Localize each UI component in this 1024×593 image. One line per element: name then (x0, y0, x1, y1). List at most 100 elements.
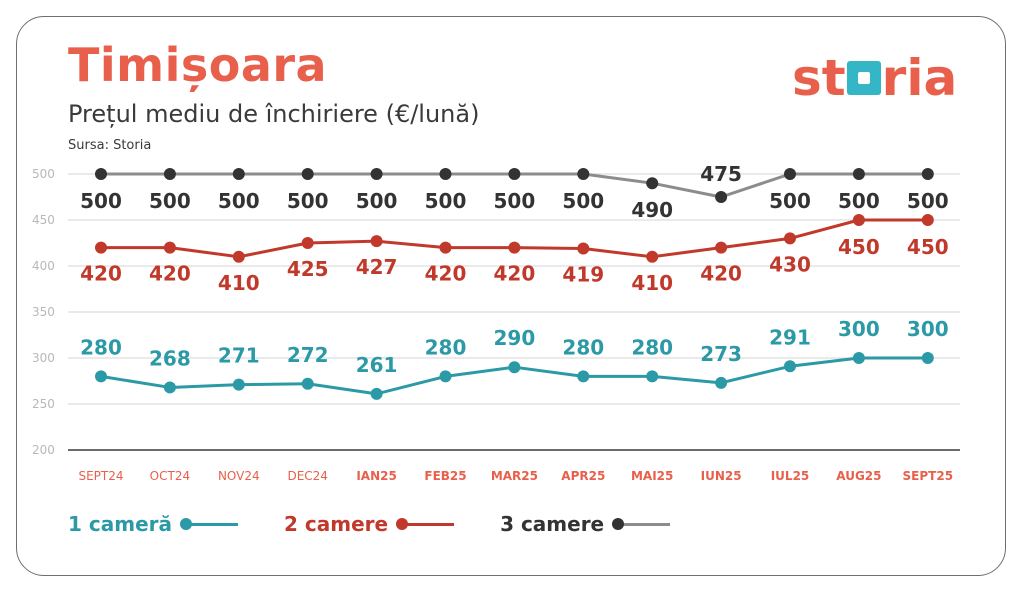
legend-label: 3 camere (500, 512, 605, 536)
data-point (784, 232, 796, 245)
data-point (852, 168, 865, 180)
chart-card (16, 16, 1006, 576)
data-point (508, 361, 521, 374)
legend-marker (396, 515, 455, 533)
chart-subtitle: Prețul mediu de închiriere (€/lună) (68, 100, 480, 128)
data-label: 475 (700, 162, 742, 186)
data-point (232, 378, 245, 391)
x-tick-label: MAI25 (631, 469, 673, 483)
y-tick-label: 200 (32, 443, 55, 457)
data-label: 500 (287, 189, 329, 213)
data-point (163, 168, 176, 180)
logo-square-icon (846, 61, 881, 95)
y-tick-label: 450 (32, 213, 55, 227)
data-label: 420 (149, 262, 191, 286)
data-point (232, 168, 245, 180)
data-label: 420 (80, 262, 122, 286)
x-tick-label: AUG25 (836, 469, 881, 483)
data-point (784, 360, 796, 373)
legend: 1 cameră 2 camere 3 camere (68, 512, 716, 536)
x-tick-label: FEB25 (424, 469, 466, 483)
data-point (232, 250, 245, 263)
data-point (508, 168, 521, 180)
data-point (921, 352, 934, 364)
data-label: 419 (562, 263, 604, 287)
data-label: 420 (494, 262, 536, 286)
data-point (508, 241, 521, 254)
data-label: 427 (356, 255, 398, 279)
data-label: 500 (149, 189, 191, 213)
data-point (646, 177, 659, 190)
y-tick-label: 350 (32, 305, 55, 319)
data-label: 420 (700, 262, 742, 286)
data-point (715, 241, 728, 254)
data-point (784, 168, 796, 180)
legend-item-3-camere: 3 camere (500, 512, 671, 536)
data-label: 280 (425, 335, 467, 359)
data-point (439, 168, 452, 180)
data-point (370, 168, 383, 180)
data-label: 500 (425, 189, 467, 213)
data-point (921, 168, 934, 180)
data-point (577, 242, 590, 255)
data-point (301, 237, 314, 249)
y-tick-label: 500 (32, 167, 55, 181)
data-point (577, 168, 590, 180)
data-label: 500 (907, 189, 949, 213)
data-label: 425 (287, 257, 329, 281)
legend-label: 2 camere (284, 512, 389, 536)
data-point (577, 370, 590, 383)
logo-text-end: ria (881, 49, 958, 107)
data-point (301, 168, 314, 180)
y-tick-label: 300 (32, 351, 55, 365)
data-label: 268 (149, 346, 191, 370)
x-tick-label: NOV24 (218, 469, 260, 483)
data-label: 500 (494, 189, 536, 213)
y-tick-label: 400 (32, 259, 55, 273)
data-point (95, 168, 107, 180)
legend-item-2-camere: 2 camere (284, 512, 455, 536)
data-label: 500 (80, 189, 122, 213)
x-tick-label: MAR25 (491, 469, 538, 483)
data-point (439, 241, 452, 254)
data-label: 272 (287, 343, 329, 367)
data-label: 500 (562, 189, 604, 213)
data-label: 261 (356, 353, 398, 377)
data-point (921, 214, 934, 226)
data-label: 420 (425, 262, 467, 286)
data-label: 273 (700, 342, 742, 366)
data-label: 500 (769, 189, 811, 213)
data-point (646, 370, 659, 383)
data-label: 300 (907, 317, 949, 341)
data-label: 291 (769, 325, 811, 349)
data-point (852, 352, 865, 364)
x-tick-label: IAN25 (356, 469, 397, 483)
x-tick-label: IUN25 (701, 469, 742, 483)
data-point (163, 241, 176, 254)
data-label: 290 (494, 326, 536, 350)
data-point (646, 250, 659, 263)
data-label: 500 (218, 189, 260, 213)
data-point (715, 376, 728, 389)
legend-marker (180, 515, 238, 533)
x-tick-label: SEPT24 (78, 469, 123, 483)
y-tick-label: 250 (32, 397, 55, 411)
data-point (301, 377, 314, 390)
data-label: 490 (631, 198, 673, 222)
data-point (439, 370, 452, 383)
legend-marker (612, 515, 671, 533)
data-label: 430 (769, 252, 811, 276)
x-tick-label: DEC24 (287, 469, 327, 483)
data-point (95, 370, 107, 383)
x-tick-label: APR25 (561, 469, 605, 483)
data-label: 500 (356, 189, 398, 213)
logo-text-start: st (792, 49, 846, 107)
data-label: 410 (631, 271, 673, 295)
data-label: 450 (838, 235, 880, 259)
storia-logo: st ria (792, 52, 957, 104)
x-tick-label: IUL25 (771, 469, 810, 483)
data-label: 410 (218, 271, 260, 295)
data-label: 280 (80, 335, 122, 359)
data-point (852, 214, 865, 226)
